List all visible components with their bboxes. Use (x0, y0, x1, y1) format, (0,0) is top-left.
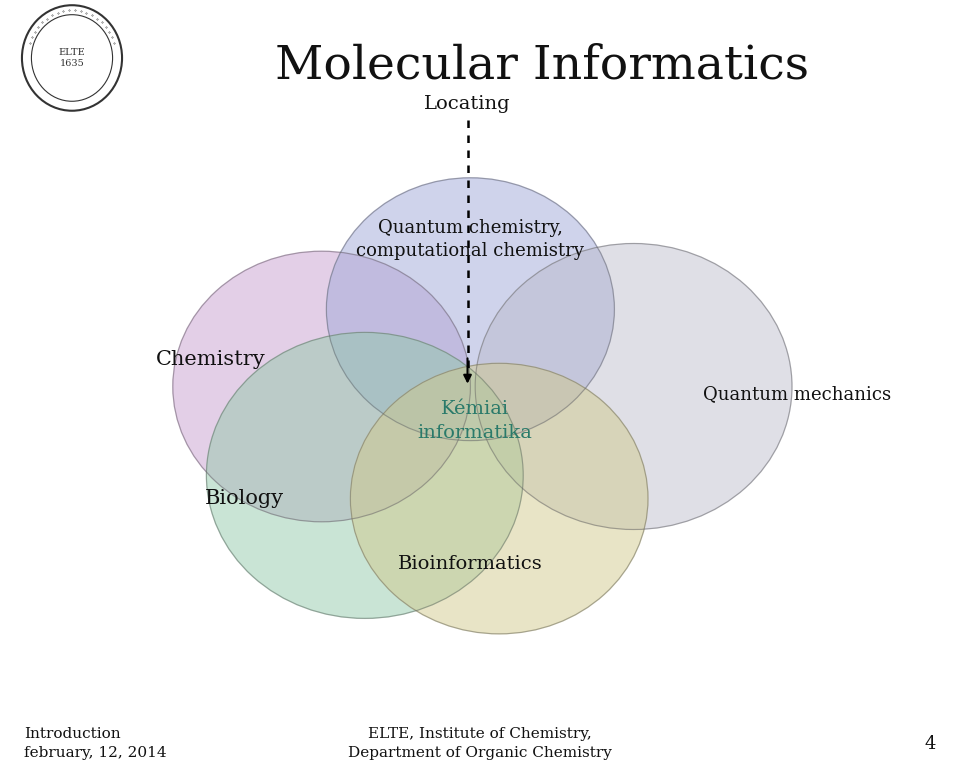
Text: Kémiai
informatika: Kémiai informatika (418, 400, 533, 442)
Text: Molecular Informatics: Molecular Informatics (276, 43, 809, 88)
Ellipse shape (350, 363, 648, 634)
Text: Locating: Locating (424, 95, 511, 114)
Ellipse shape (206, 332, 523, 618)
Text: Biology: Biology (205, 489, 284, 508)
Text: ELTE
1635: ELTE 1635 (59, 48, 85, 68)
Text: Introduction
february, 12, 2014: Introduction february, 12, 2014 (24, 727, 167, 760)
Text: ELTE, Institute of Chemistry,
Department of Organic Chemistry: ELTE, Institute of Chemistry, Department… (348, 727, 612, 760)
Text: Quantum chemistry,
computational chemistry: Quantum chemistry, computational chemist… (356, 219, 585, 261)
Ellipse shape (173, 251, 470, 522)
Text: Quantum mechanics: Quantum mechanics (703, 385, 891, 404)
Ellipse shape (475, 243, 792, 530)
Text: 4: 4 (924, 734, 936, 753)
Text: Bioinformatics: Bioinformatics (398, 555, 542, 574)
Ellipse shape (326, 178, 614, 441)
Text: Chemistry: Chemistry (156, 350, 266, 369)
